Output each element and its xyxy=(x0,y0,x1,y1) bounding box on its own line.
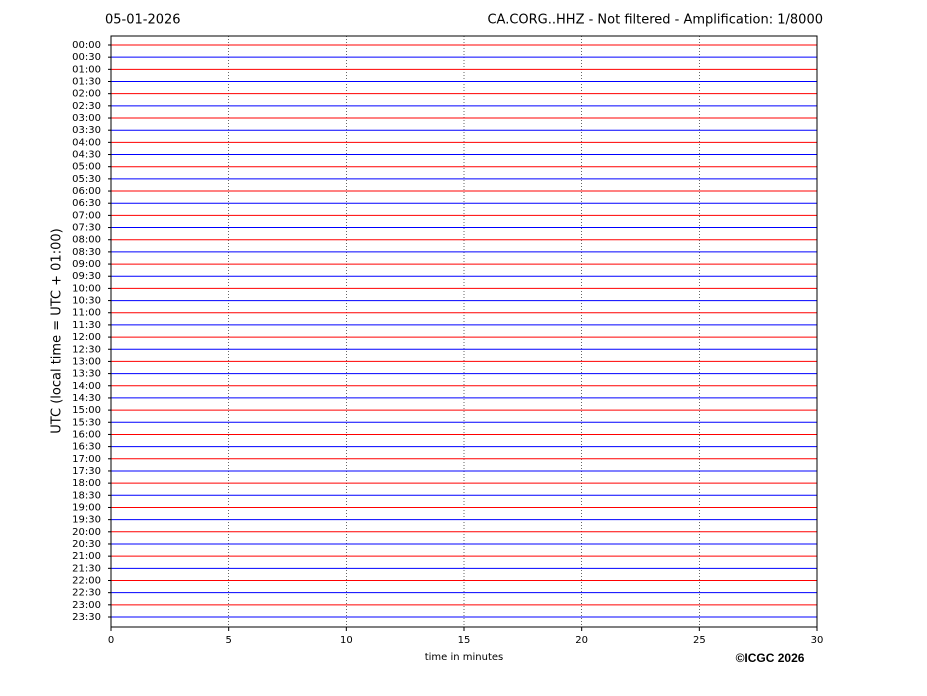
y-tick-label: 06:30 xyxy=(72,198,101,209)
y-tick-label: 00:00 xyxy=(72,40,101,51)
y-tick-label: 20:00 xyxy=(72,527,101,538)
y-tick-label: 02:30 xyxy=(72,101,101,112)
chart-date: 05-01-2026 xyxy=(105,13,181,28)
y-tick-label: 17:30 xyxy=(72,466,101,477)
y-tick-label: 01:00 xyxy=(72,64,101,75)
credit: ©ICGC 2026 xyxy=(736,651,805,665)
y-tick-label: 13:00 xyxy=(72,356,101,367)
y-tick-label: 10:00 xyxy=(72,283,101,294)
y-tick-label: 08:30 xyxy=(72,247,101,258)
y-tick-label: 20:30 xyxy=(72,539,101,550)
y-tick-label: 00:30 xyxy=(72,52,101,63)
x-tick-label: 5 xyxy=(225,635,231,646)
y-tick-label: 13:30 xyxy=(72,369,101,380)
y-tick-label: 07:00 xyxy=(72,210,101,221)
x-tick-label: 30 xyxy=(811,635,824,646)
y-tick-label: 19:30 xyxy=(72,515,101,526)
y-tick-label: 14:00 xyxy=(72,381,101,392)
x-tick-label: 20 xyxy=(575,635,588,646)
x-tick-label: 10 xyxy=(340,635,353,646)
y-tick-label: 11:00 xyxy=(72,308,101,319)
y-tick-label: 17:00 xyxy=(72,454,101,465)
y-tick-label: 01:30 xyxy=(72,77,101,88)
y-axis-label: UTC (local time = UTC + 01:00) xyxy=(50,228,65,433)
x-tick-label: 25 xyxy=(693,635,706,646)
x-tick-label: 0 xyxy=(108,635,114,646)
y-tick-label: 21:30 xyxy=(72,563,101,574)
y-tick-label: 21:00 xyxy=(72,551,101,562)
y-tick-label: 18:00 xyxy=(72,478,101,489)
y-tick-label: 09:00 xyxy=(72,259,101,270)
y-tick-label: 10:30 xyxy=(72,296,101,307)
y-tick-label: 04:30 xyxy=(72,150,101,161)
y-tick-label: 23:00 xyxy=(72,600,101,611)
y-tick-label: 16:00 xyxy=(72,429,101,440)
chart-title: CA.CORG..HHZ - Not filtered - Amplificat… xyxy=(487,13,823,28)
y-tick-label: 14:30 xyxy=(72,393,101,404)
y-tick-label: 09:30 xyxy=(72,271,101,282)
y-tick-label: 18:30 xyxy=(72,490,101,501)
y-tick-label: 05:30 xyxy=(72,174,101,185)
y-tick-label: 16:30 xyxy=(72,442,101,453)
y-tick-label: 11:30 xyxy=(72,320,101,331)
y-tick-label: 19:00 xyxy=(72,502,101,513)
y-tick-label: 15:00 xyxy=(72,405,101,416)
y-tick-label: 22:30 xyxy=(72,588,101,599)
y-tick-label: 22:00 xyxy=(72,575,101,586)
x-axis-label: time in minutes xyxy=(425,652,504,663)
y-tick-label: 05:00 xyxy=(72,162,101,173)
y-tick-label: 23:30 xyxy=(72,612,101,623)
y-tick-label: 15:30 xyxy=(72,417,101,428)
x-tick-label: 15 xyxy=(458,635,471,646)
y-tick-label: 02:00 xyxy=(72,89,101,100)
y-tick-label: 12:00 xyxy=(72,332,101,343)
y-tick-label: 03:30 xyxy=(72,125,101,136)
y-tick-label: 12:30 xyxy=(72,344,101,355)
y-tick-label: 07:30 xyxy=(72,223,101,234)
y-tick-label: 08:00 xyxy=(72,235,101,246)
y-tick-label: 06:00 xyxy=(72,186,101,197)
y-tick-label: 04:00 xyxy=(72,137,101,148)
y-tick-label: 03:00 xyxy=(72,113,101,124)
plot-frame xyxy=(110,35,818,628)
